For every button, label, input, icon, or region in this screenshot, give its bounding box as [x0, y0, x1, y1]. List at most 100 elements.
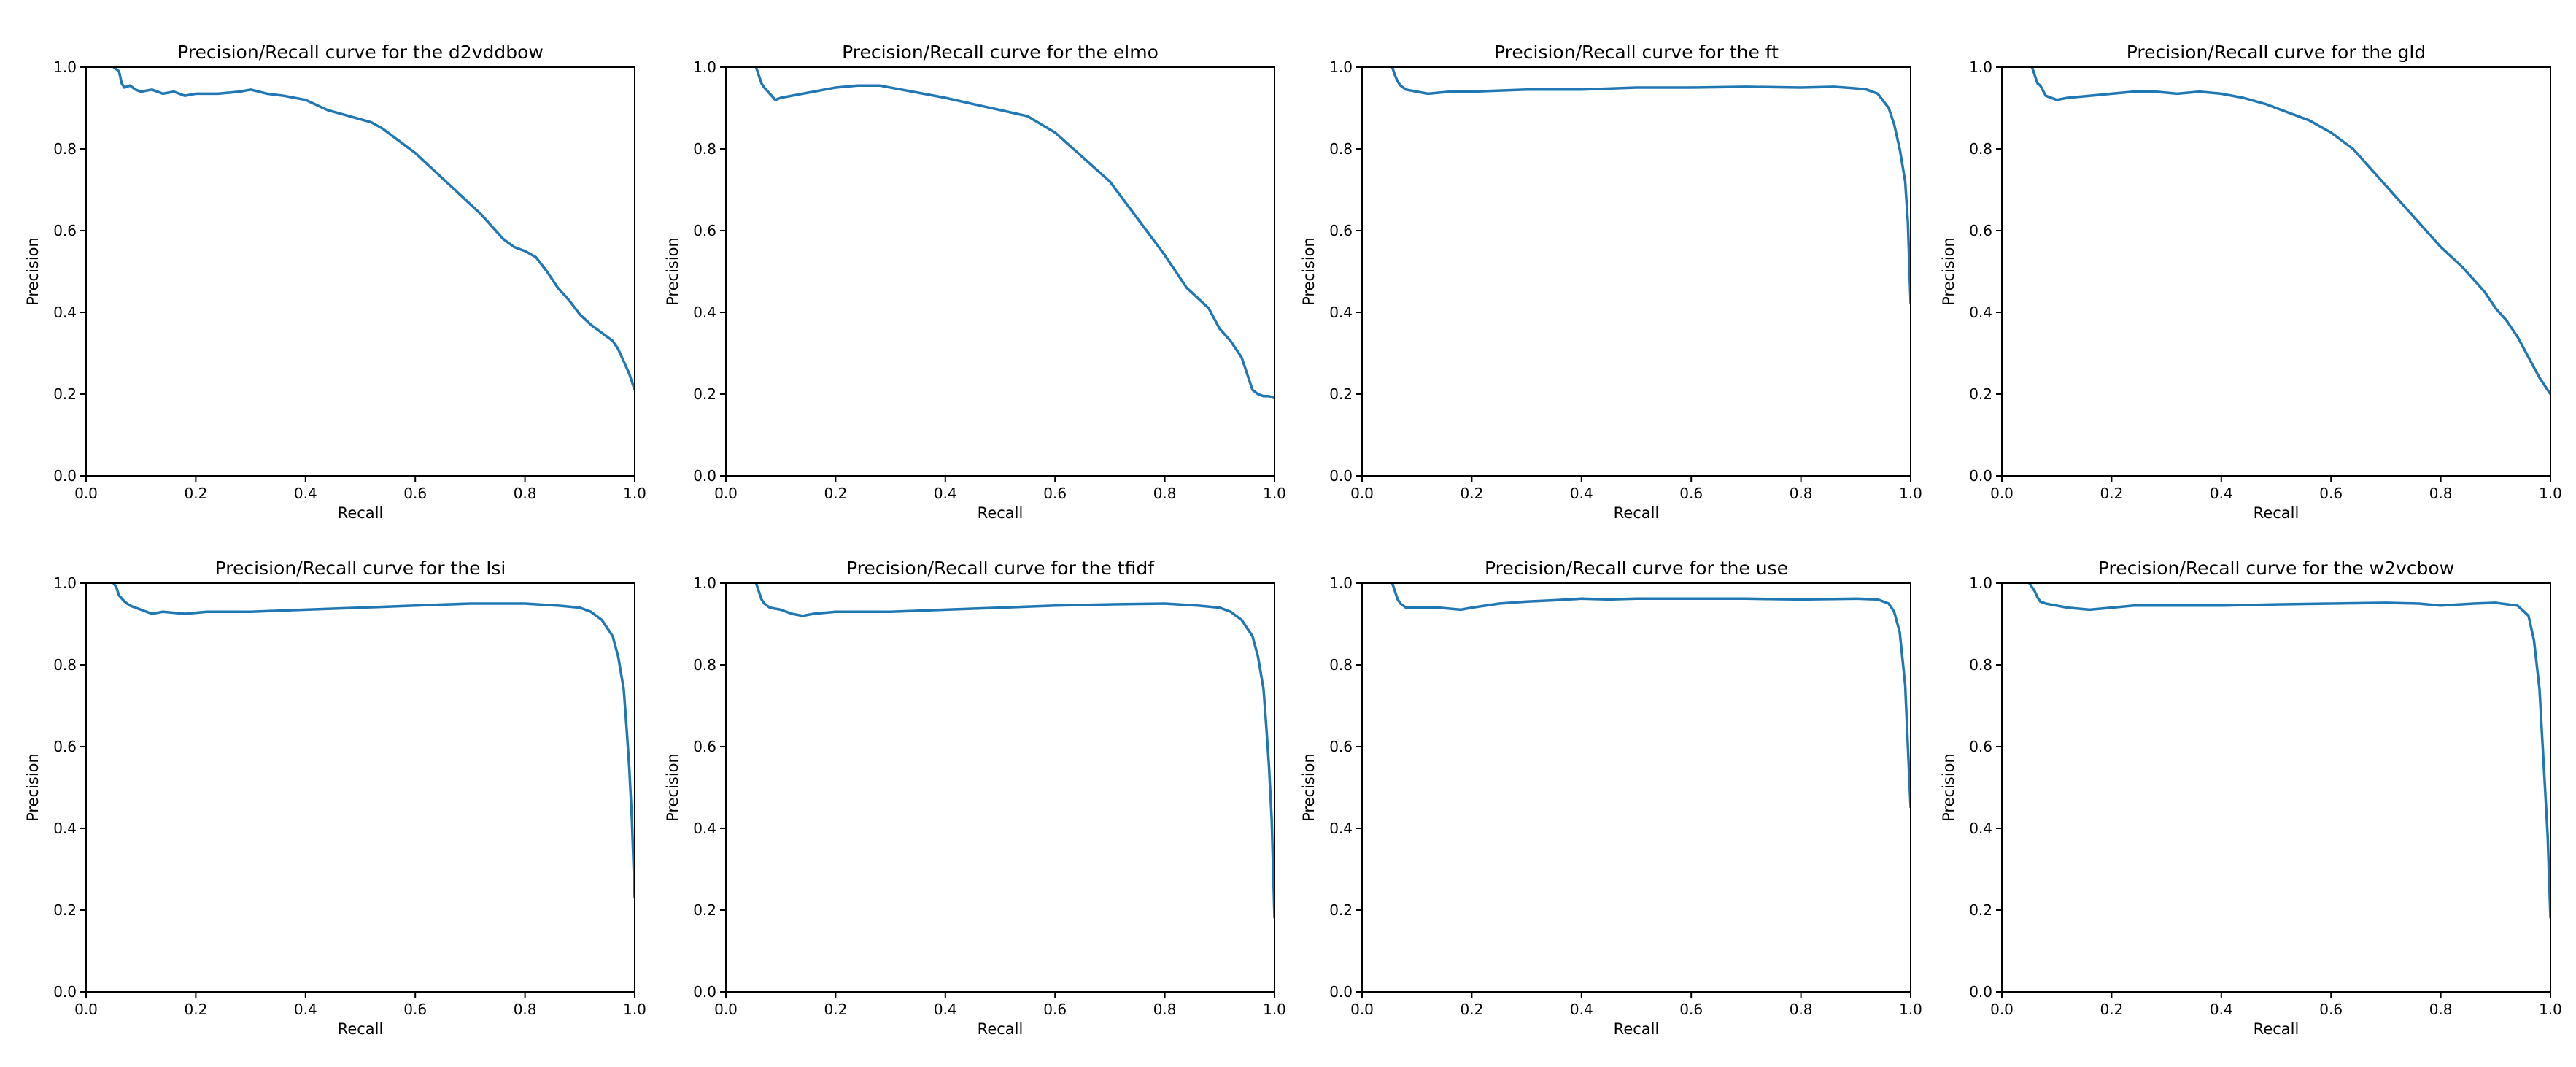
x-tick-label: 0.2	[1460, 1001, 1483, 1018]
y-tick-label: 0.0	[693, 983, 716, 1001]
x-tick-label: 0.4	[294, 485, 317, 502]
y-tick-label: 0.0	[53, 983, 77, 1001]
plot-frame	[85, 66, 635, 477]
y-tick-label: 0.4	[53, 820, 77, 837]
plot-frame	[1361, 582, 1911, 993]
x-tick-label: 0.4	[2210, 1001, 2233, 1018]
x-tick-label: 0.6	[1043, 485, 1067, 502]
x-axis-label: Recall	[2254, 1020, 2300, 1038]
x-tick-label: 1.0	[1899, 1001, 1922, 1018]
x-tick-label: 0.8	[514, 485, 537, 502]
chart-panel-3: 0.0 0.2 0.4 0.6 0.8 1.0 0.0 0.2 0.4 0.6 0.8 1.0 Prec…	[1300, 42, 1922, 522]
y-tick-label: 0.8	[53, 140, 77, 158]
pr-curve-line	[1391, 583, 1911, 809]
y-axis-label: Precision	[1940, 237, 1957, 306]
x-axis-label: Recall	[978, 504, 1024, 522]
pr-curve-line	[2028, 583, 2550, 919]
y-tick-label: 0.8	[1969, 140, 1992, 158]
chart-title: Precision/Recall curve for the use	[1485, 558, 1788, 579]
y-tick-label: 0.2	[1329, 901, 1353, 919]
x-tick-label: 1.0	[1263, 1001, 1286, 1018]
x-tick-label: 0.0	[1990, 485, 2014, 502]
chart-panel-7: 0.0 0.2 0.4 0.6 0.8 1.0 0.0 0.2 0.4 0.6 0.8 1.0 Prec…	[1300, 558, 1922, 1038]
y-tick-label: 0.4	[1329, 820, 1353, 837]
y-tick-label: 0.6	[53, 222, 77, 239]
x-tick-label: 0.0	[1350, 1001, 1374, 1018]
y-tick-label: 0.8	[1329, 656, 1353, 674]
y-tick-label: 0.0	[1969, 983, 1992, 1001]
y-tick-label: 0.2	[1969, 901, 1992, 919]
x-tick-label: 1.0	[2539, 1001, 2562, 1018]
chart-title: Precision/Recall curve for the lsi	[215, 558, 506, 579]
x-tick-label: 0.2	[2100, 1001, 2123, 1018]
pr-curve-line	[754, 583, 1275, 919]
y-tick-label: 0.8	[53, 656, 77, 674]
y-tick-label: 0.8	[693, 140, 716, 158]
y-tick-label: 1.0	[1329, 574, 1353, 592]
x-tick-label: 0.0	[74, 1001, 98, 1018]
y-tick-label: 0.6	[53, 738, 77, 755]
x-tick-label: 0.2	[184, 485, 207, 502]
y-tick-label: 0.8	[693, 656, 716, 674]
x-tick-label: 0.8	[1153, 485, 1177, 502]
chart-panel-5: 0.0 0.2 0.4 0.6 0.8 1.0 0.0 0.2 0.4 0.6 0.8 1.0 Prec…	[24, 558, 646, 1038]
plot-frame	[2001, 66, 2551, 477]
chart-title: Precision/Recall curve for the d2vddbow	[177, 42, 544, 63]
pr-curve-line	[1391, 67, 1911, 304]
x-tick-label: 0.2	[824, 1001, 847, 1018]
y-tick-label: 0.8	[1969, 656, 1992, 674]
x-tick-label: 0.8	[1790, 485, 1813, 502]
y-axis-label: Precision	[1300, 753, 1318, 822]
x-tick-label: 0.8	[1790, 1001, 1813, 1018]
y-tick-label: 0.6	[1329, 222, 1353, 239]
x-axis-label: Recall	[338, 504, 384, 522]
x-tick-label: 0.4	[934, 485, 957, 502]
y-tick-label: 1.0	[53, 58, 77, 76]
x-axis-label: Recall	[1614, 504, 1660, 522]
y-tick-label: 0.0	[53, 467, 77, 485]
y-axis-label: Precision	[24, 237, 42, 306]
y-tick-label: 0.2	[1329, 385, 1353, 403]
pr-curve-line	[2030, 67, 2550, 395]
chart-title: Precision/Recall curve for the tfidf	[846, 558, 1155, 579]
chart-panel-2: 0.0 0.2 0.4 0.6 0.8 1.0 0.0 0.2 0.4 0.6 0.8 1.0 Prec…	[664, 42, 1286, 522]
chart-panel-4: 0.0 0.2 0.4 0.6 0.8 1.0 0.0 0.2 0.4 0.6 0.8 1.0 Prec…	[1940, 42, 2562, 522]
y-tick-label: 1.0	[53, 574, 77, 592]
pr-curve-line	[112, 67, 635, 390]
chart-title: Precision/Recall curve for the gld	[2127, 42, 2426, 63]
y-tick-label: 0.2	[53, 385, 77, 403]
x-tick-label: 0.2	[2100, 485, 2123, 502]
y-tick-label: 0.0	[1329, 467, 1353, 485]
x-tick-label: 0.0	[1990, 1001, 2014, 1018]
x-tick-label: 0.4	[294, 1001, 317, 1018]
x-tick-label: 0.6	[1043, 1001, 1067, 1018]
plot-frame	[85, 582, 635, 993]
x-axis-label: Recall	[338, 1020, 384, 1038]
x-tick-label: 1.0	[2539, 485, 2562, 502]
x-tick-label: 0.0	[714, 485, 738, 502]
x-tick-label: 0.8	[1153, 1001, 1177, 1018]
y-tick-label: 0.4	[1329, 304, 1353, 321]
y-axis-label: Precision	[1300, 237, 1318, 306]
y-tick-label: 0.0	[1969, 467, 1992, 485]
x-tick-label: 1.0	[1899, 485, 1922, 502]
x-tick-label: 1.0	[623, 485, 646, 502]
y-tick-label: 1.0	[1969, 574, 1992, 592]
x-axis-label: Recall	[1614, 1020, 1660, 1038]
x-tick-label: 0.8	[2429, 485, 2453, 502]
x-tick-label: 0.6	[403, 1001, 427, 1018]
y-tick-label: 0.2	[693, 901, 716, 919]
x-axis-label: Recall	[2254, 504, 2300, 522]
pr-curve-line	[754, 67, 1275, 400]
y-tick-label: 1.0	[693, 58, 716, 76]
y-tick-label: 1.0	[1969, 58, 1992, 76]
x-tick-label: 0.2	[184, 1001, 207, 1018]
chart-panel-1: 0.0 0.2 0.4 0.6 0.8 1.0 0.0 0.2 0.4 0.6 0.8 1.0 Prec…	[24, 42, 646, 522]
y-tick-label: 0.6	[693, 222, 716, 239]
plot-frame	[725, 582, 1275, 993]
x-tick-label: 1.0	[623, 1001, 646, 1018]
y-tick-label: 0.6	[1969, 738, 1992, 755]
chart-panel-6: 0.0 0.2 0.4 0.6 0.8 1.0 0.0 0.2 0.4 0.6 0.8 1.0 Prec…	[664, 558, 1286, 1038]
plot-frame	[725, 66, 1275, 477]
y-axis-label: Precision	[664, 753, 681, 822]
